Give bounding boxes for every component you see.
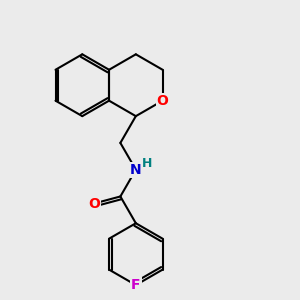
Text: O: O (88, 196, 100, 211)
Text: O: O (157, 94, 169, 108)
Text: N: N (130, 163, 142, 177)
Text: H: H (142, 157, 152, 170)
Text: F: F (131, 278, 141, 292)
